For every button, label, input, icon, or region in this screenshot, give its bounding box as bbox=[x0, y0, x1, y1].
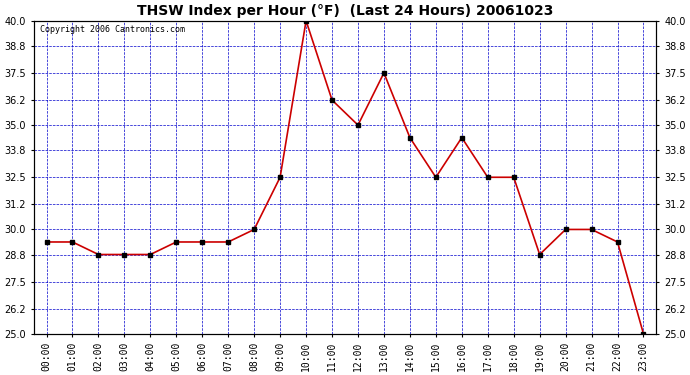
Title: THSW Index per Hour (°F)  (Last 24 Hours) 20061023: THSW Index per Hour (°F) (Last 24 Hours)… bbox=[137, 4, 553, 18]
Text: Copyright 2006 Cantronics.com: Copyright 2006 Cantronics.com bbox=[40, 26, 185, 34]
